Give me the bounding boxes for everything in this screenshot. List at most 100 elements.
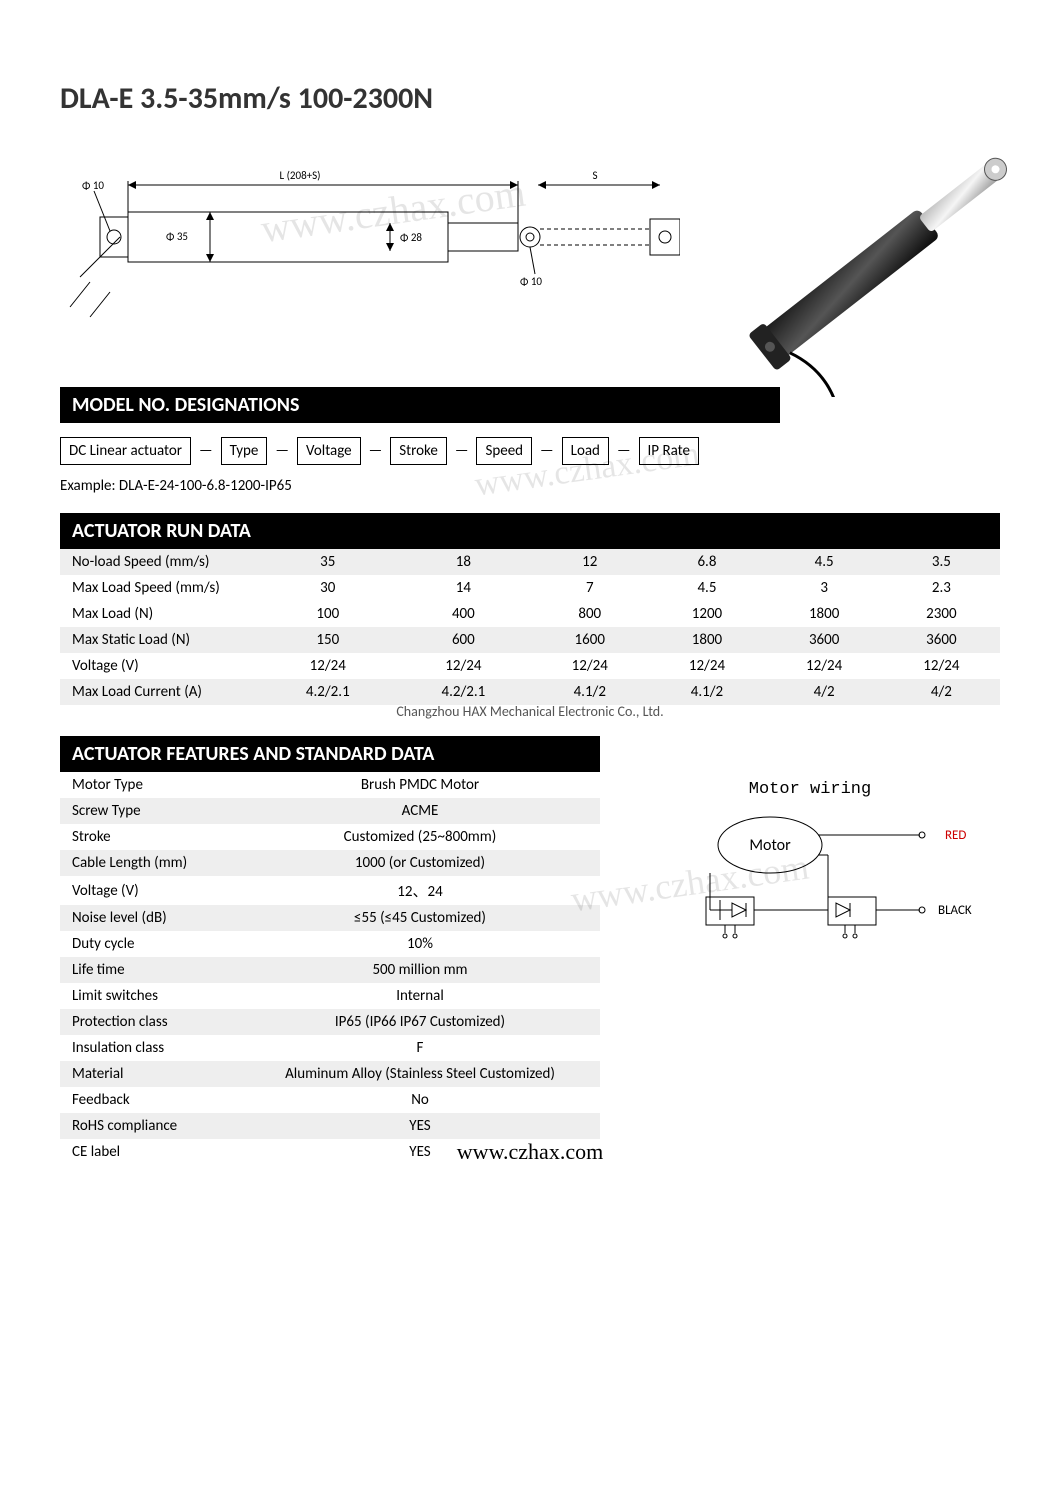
row-label: Screw Type bbox=[60, 798, 240, 824]
run-data-table: No-load Speed (mm/s)3518126.84.53.5Max L… bbox=[60, 549, 1000, 705]
model-part-box: Speed bbox=[476, 437, 532, 465]
data-cell: 4.1/2 bbox=[648, 679, 765, 705]
table-row: Life time500 million mm bbox=[60, 957, 600, 983]
data-cell: 12/24 bbox=[648, 653, 765, 679]
model-part-box: IP Rate bbox=[639, 437, 699, 465]
data-cell: 3.5 bbox=[883, 549, 1000, 575]
data-cell: 800 bbox=[531, 601, 648, 627]
data-cell: 3 bbox=[766, 575, 883, 601]
data-cell: 4.5 bbox=[648, 575, 765, 601]
data-cell: 6.8 bbox=[648, 549, 765, 575]
row-label: Noise level (dB) bbox=[60, 905, 240, 931]
data-cell: 3600 bbox=[766, 627, 883, 653]
data-cell: 4.5 bbox=[766, 549, 883, 575]
data-cell: 18 bbox=[396, 549, 532, 575]
dim-S-label: S bbox=[592, 169, 597, 182]
row-label: Feedback bbox=[60, 1087, 240, 1113]
data-cell: 1200 bbox=[648, 601, 765, 627]
row-value: 500 million mm bbox=[240, 957, 600, 983]
model-dash: — bbox=[538, 442, 556, 460]
data-cell: 12 bbox=[531, 549, 648, 575]
row-label: No-load Speed (mm/s) bbox=[60, 549, 260, 575]
row-label: Stroke bbox=[60, 824, 240, 850]
table-row: StrokeCustomized (25~800mm) bbox=[60, 824, 600, 850]
diagram-area: L (208+S) S Φ 10 Φ 35 Φ 28 Φ 10 www.czha… bbox=[60, 147, 1000, 367]
row-label: Insulation class bbox=[60, 1035, 240, 1061]
row-label: Motor Type bbox=[60, 772, 240, 798]
row-label: Duty cycle bbox=[60, 931, 240, 957]
row-label: Cable Length (mm) bbox=[60, 850, 240, 876]
row-label: Voltage (V) bbox=[60, 876, 240, 905]
dim-phi35: Φ 35 bbox=[166, 230, 188, 243]
model-part-box: Load bbox=[562, 437, 609, 465]
row-value: ACME bbox=[240, 798, 600, 824]
row-value: Internal bbox=[240, 983, 600, 1009]
table-row: Cable Length (mm)1000 (or Customized) bbox=[60, 850, 600, 876]
table-row: Limit switchesInternal bbox=[60, 983, 600, 1009]
data-cell: 7 bbox=[531, 575, 648, 601]
data-cell: 4/2 bbox=[766, 679, 883, 705]
data-cell: 4/2 bbox=[883, 679, 1000, 705]
data-cell: 2.3 bbox=[883, 575, 1000, 601]
wiring-black-label: BLACK bbox=[938, 903, 972, 918]
model-dash: — bbox=[615, 442, 633, 460]
data-cell: 35 bbox=[260, 549, 396, 575]
data-cell: 12/24 bbox=[260, 653, 396, 679]
wiring-title: Motor wiring bbox=[620, 780, 1000, 799]
copyright-line: Changzhou HAX Mechanical Electronic Co.,… bbox=[60, 703, 1000, 720]
row-label: Material bbox=[60, 1061, 240, 1087]
row-value: IP65 (IP66 IP67 Customized) bbox=[240, 1009, 600, 1035]
row-label: Max Load Speed (mm/s) bbox=[60, 575, 260, 601]
data-cell: 4.2/2.1 bbox=[396, 679, 532, 705]
section-header-run-data: ACTUATOR RUN DATA bbox=[60, 513, 1000, 549]
model-example-text: Example: DLA-E-24-100-6.8-1200-IP65 bbox=[60, 477, 292, 495]
table-row: FeedbackNo bbox=[60, 1087, 600, 1113]
data-cell: 1800 bbox=[648, 627, 765, 653]
actuator-technical-drawing: L (208+S) S Φ 10 Φ 35 Φ 28 Φ 10 bbox=[60, 157, 680, 337]
data-cell: 1800 bbox=[766, 601, 883, 627]
row-value: Customized (25~800mm) bbox=[240, 824, 600, 850]
row-label: Voltage (V) bbox=[60, 653, 260, 679]
model-dash: — bbox=[273, 442, 291, 460]
data-cell: 100 bbox=[260, 601, 396, 627]
product-photo bbox=[720, 117, 1040, 397]
wiring-motor-label: Motor bbox=[749, 836, 791, 855]
row-value: 10% bbox=[240, 931, 600, 957]
row-value: Aluminum Alloy (Stainless Steel Customiz… bbox=[240, 1061, 600, 1087]
page-title: DLA-E 3.5-35mm/s 100-2300N bbox=[60, 80, 1000, 117]
dim-phi28: Φ 28 bbox=[400, 231, 422, 244]
model-part-box: Type bbox=[221, 437, 268, 465]
model-designation-row: DC Linear actuator—Type—Voltage—Stroke—S… bbox=[60, 423, 1000, 471]
footer-url: www.czhax.com bbox=[0, 1139, 1060, 1165]
row-value: 12、24 bbox=[240, 876, 600, 905]
data-cell: 600 bbox=[396, 627, 532, 653]
data-cell: 30 bbox=[260, 575, 396, 601]
wiring-red-label: RED bbox=[945, 828, 966, 843]
table-row: RoHS complianceYES bbox=[60, 1113, 600, 1139]
dim-L-label: L (208+S) bbox=[279, 169, 320, 182]
data-cell: 12/24 bbox=[396, 653, 532, 679]
model-dash: — bbox=[197, 442, 215, 460]
dim-phi10-left: Φ 10 bbox=[82, 179, 104, 192]
table-row: Max Load (N)100400800120018002300 bbox=[60, 601, 1000, 627]
row-label: RoHS compliance bbox=[60, 1113, 240, 1139]
table-row: Noise level (dB)≤55 (≤45 Customized) bbox=[60, 905, 600, 931]
row-value: ≤55 (≤45 Customized) bbox=[240, 905, 600, 931]
dim-phi10-mid: Φ 10 bbox=[520, 275, 542, 288]
row-value: Brush PMDC Motor bbox=[240, 772, 600, 798]
table-row: Motor TypeBrush PMDC Motor bbox=[60, 772, 600, 798]
row-value: No bbox=[240, 1087, 600, 1113]
row-label: Life time bbox=[60, 957, 240, 983]
model-part-box: DC Linear actuator bbox=[60, 437, 191, 465]
data-cell: 2300 bbox=[883, 601, 1000, 627]
model-dash: — bbox=[367, 442, 385, 460]
row-label: Max Load (N) bbox=[60, 601, 260, 627]
model-part-box: Voltage bbox=[297, 437, 361, 465]
data-cell: 150 bbox=[260, 627, 396, 653]
data-cell: 1600 bbox=[531, 627, 648, 653]
row-label: Max Load Current (A) bbox=[60, 679, 260, 705]
row-label: Protection class bbox=[60, 1009, 240, 1035]
model-dash: — bbox=[453, 442, 471, 460]
table-row: Protection classIP65 (IP66 IP67 Customiz… bbox=[60, 1009, 600, 1035]
features-table: Motor TypeBrush PMDC MotorScrew TypeACME… bbox=[60, 772, 600, 1165]
